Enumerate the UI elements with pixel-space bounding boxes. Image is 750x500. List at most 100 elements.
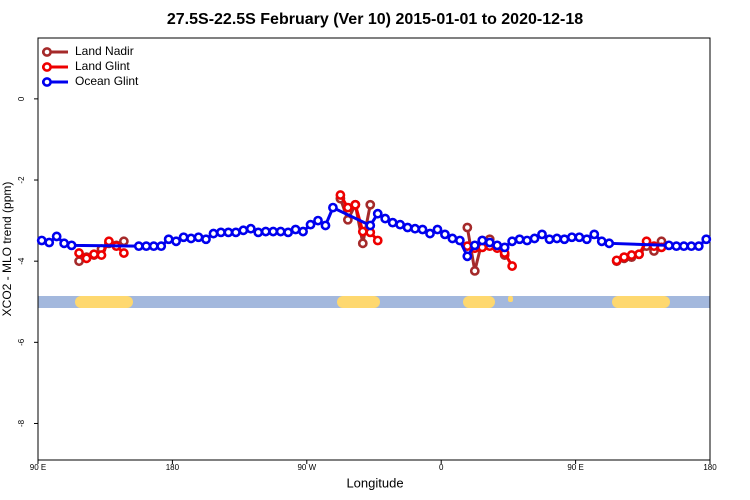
data-point [171,236,182,247]
data-point [290,224,301,235]
data-point [529,233,540,244]
data-point [380,213,391,224]
x-axis-label: Longitude [346,475,403,490]
x-tick-label: 180 [166,463,180,472]
data-point [118,236,129,247]
legend-label: Land Nadir [75,44,134,58]
data-point [186,233,196,244]
data-point [357,238,368,249]
data-point [671,241,682,252]
data-point [36,235,47,246]
data-point [66,240,77,251]
data-point [693,241,704,252]
data-point [342,202,353,213]
data-point [133,241,144,252]
plot-frame [37,37,711,461]
data-point [320,220,331,231]
data-point [469,266,480,276]
data-point [596,236,607,247]
legend-label: Land Glint [75,59,130,73]
x-tick-label: 90 E [30,463,46,472]
data-point [626,250,637,260]
data-point [604,238,615,249]
data-point [432,224,443,235]
land-patch [463,296,495,308]
land-patch [337,296,380,308]
data-point [163,234,174,245]
data-point [552,233,562,244]
data-point [611,255,622,266]
data-point [477,235,488,246]
data-point [96,250,107,260]
data-point [544,234,555,245]
data-point [619,252,630,263]
data-point [678,241,689,252]
data-point [574,232,585,243]
data-point [201,234,211,245]
data-point [208,228,219,239]
data-point [118,248,129,258]
data-point [581,234,592,245]
data-point [81,253,92,264]
chart-title: 27.5S-22.5S February (Ver 10) 2015-01-01… [167,11,583,28]
data-point [440,229,450,240]
land-patch [508,296,513,302]
data-point [328,202,338,213]
data-point [305,219,316,230]
data-point [230,227,241,238]
data-point [454,235,465,246]
data-point [686,241,697,252]
data-point [74,256,84,267]
data-point [402,222,413,233]
data-point [395,219,406,230]
legend-marker [42,47,52,57]
x-tick-label: 180 [703,463,717,472]
data-point [238,225,249,236]
data-point [357,226,368,237]
data-point [589,229,600,240]
data-point [372,235,383,246]
y-tick-label: -6 [17,338,26,346]
data-point [51,231,62,242]
data-point [74,248,84,258]
data-point [260,226,271,237]
data-point [350,199,361,210]
data-point [104,236,114,247]
legend-label: Ocean Glint [75,74,139,88]
data-point [268,226,279,237]
data-point [462,222,473,233]
data-point [566,232,577,243]
data-point [462,251,473,262]
data-point [559,234,570,245]
data-point [492,240,503,251]
data-point [664,240,674,251]
y-tick-label: -8 [17,419,26,427]
data-point [514,234,525,245]
x-tick-label: 0 [439,463,444,472]
data-point [484,237,495,248]
legend-marker [42,77,52,87]
data-point [425,228,435,239]
data-point [499,242,510,253]
data-point [178,232,189,243]
surface-strip [38,296,710,308]
data-point [253,227,264,238]
data-point [283,227,294,238]
data-point [223,227,234,238]
data-point [410,223,420,234]
data-point [447,233,458,244]
data-point [365,199,376,210]
data-point [537,229,547,240]
data-point [634,249,644,260]
land-patch [612,296,670,308]
data-point [522,235,532,246]
x-tick-label: 90 W [297,463,316,472]
data-point [148,241,159,252]
data-point [701,234,712,245]
land-patch [75,296,133,308]
y-axis-label: XCO2 - MLO trend (ppm) [0,182,14,317]
data-point [59,238,70,249]
data-point [417,224,428,235]
y-tick-label: -2 [17,176,26,184]
